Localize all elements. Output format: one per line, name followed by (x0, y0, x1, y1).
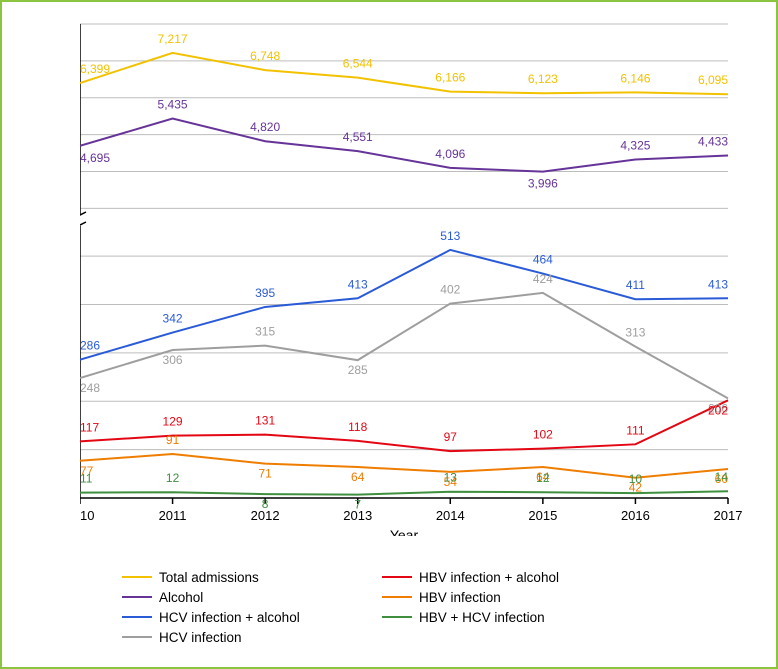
value-label: 411 (626, 278, 645, 292)
value-label: 6,166 (435, 71, 465, 85)
value-label: 117 (80, 420, 99, 434)
value-label: 91 (166, 433, 180, 447)
value-label: 413 (348, 277, 368, 291)
value-label: 424 (533, 272, 553, 286)
legend-item-hcv_alc: HCV infection + alcohol (122, 607, 382, 627)
x-tick: 2013 (343, 508, 372, 523)
legend-item-hbv: HBV infection (382, 587, 642, 607)
value-label: 6,748 (250, 49, 280, 63)
x-tick: 2017 (714, 508, 743, 523)
value-label: 464 (533, 253, 553, 267)
value-label: 402 (440, 283, 460, 297)
legend-swatch (382, 576, 412, 578)
legend-swatch (122, 576, 152, 578)
chart-container: 6,399 7,217 6,748 6,544 6,166 6,123 6,146 6,095… (0, 0, 778, 669)
value-label: 7,217 (158, 32, 188, 46)
legend-label: HBV infection (419, 590, 501, 605)
value-label: 64 (351, 470, 365, 484)
value-label: 4,096 (435, 147, 465, 161)
legend-label: Total admissions (159, 570, 259, 585)
legend-swatch (122, 616, 152, 618)
value-label: 395 (255, 286, 275, 300)
value-label: 6,123 (528, 72, 558, 86)
legend-label: Alcohol (159, 590, 203, 605)
value-label: 11 (80, 472, 93, 486)
value-label: 118 (348, 420, 367, 434)
value-label: 315 (255, 325, 275, 339)
legend-item-total: Total admissions (122, 567, 382, 587)
value-label: 342 (163, 312, 183, 326)
value-label: 202 (708, 403, 728, 417)
legend-item-alcohol: Alcohol (122, 587, 382, 607)
value-label: 129 (163, 415, 183, 429)
x-tick: 2011 (159, 508, 187, 523)
value-label: 4,551 (343, 130, 373, 144)
value-label: 10 (629, 472, 643, 486)
value-label: 13 (444, 471, 458, 485)
value-label: 4,820 (250, 120, 280, 134)
legend-swatch (122, 596, 152, 598)
value-label: 286 (80, 339, 100, 353)
value-label: 12 (166, 471, 180, 485)
legend-item-hbv_hcv: HBV + HCV infection (382, 607, 642, 627)
legend-label: HCV infection (159, 630, 242, 645)
x-axis-title: Year (390, 527, 419, 536)
x-tick: 2012 (251, 508, 280, 523)
value-label: 6,146 (620, 71, 650, 85)
value-label: 4,433 (698, 134, 728, 148)
series-hcv (80, 293, 728, 398)
value-label: 14 (715, 470, 729, 484)
legend-item-hbv_alc: HBV infection + alcohol (382, 567, 642, 587)
value-label: 4,695 (80, 151, 110, 165)
legend-label: HCV infection + alcohol (159, 610, 300, 625)
value-label: 71 (258, 467, 272, 481)
legend: Total admissions Alcohol HCV infection + a… (122, 567, 682, 647)
value-label: 12 (536, 471, 550, 485)
value-label: 513 (440, 229, 460, 243)
x-tick: 2015 (528, 508, 557, 523)
value-label: 3,996 (528, 177, 558, 191)
x-tick: 2014 (436, 508, 465, 523)
value-label: 5,435 (158, 98, 188, 112)
value-label: 313 (625, 326, 645, 340)
chart-svg: 6,399 7,217 6,748 6,544 6,166 6,123 6,146 6,095… (80, 20, 760, 536)
legend-swatch (382, 616, 412, 618)
value-label: 6,095 (698, 73, 728, 87)
legend-swatch (382, 596, 412, 598)
value-label: 285 (348, 363, 368, 377)
value-label: 111 (626, 423, 645, 437)
value-label: 413 (708, 277, 728, 291)
legend-swatch (122, 636, 152, 638)
x-tick: 2010 (80, 508, 94, 523)
value-label: 131 (255, 414, 275, 428)
x-tick: 2016 (621, 508, 650, 523)
legend-label: HBV + HCV infection (419, 610, 545, 625)
legend-item-hcv: HCV infection (122, 627, 382, 647)
value-label: 4,325 (620, 138, 650, 152)
legend-label: HBV infection + alcohol (419, 570, 559, 585)
value-label: 6,544 (343, 57, 373, 71)
value-label: 6,399 (80, 62, 110, 76)
value-label: 97 (444, 430, 458, 444)
value-label: 306 (163, 353, 183, 367)
value-label: 248 (80, 381, 100, 395)
value-label: 102 (533, 428, 553, 442)
